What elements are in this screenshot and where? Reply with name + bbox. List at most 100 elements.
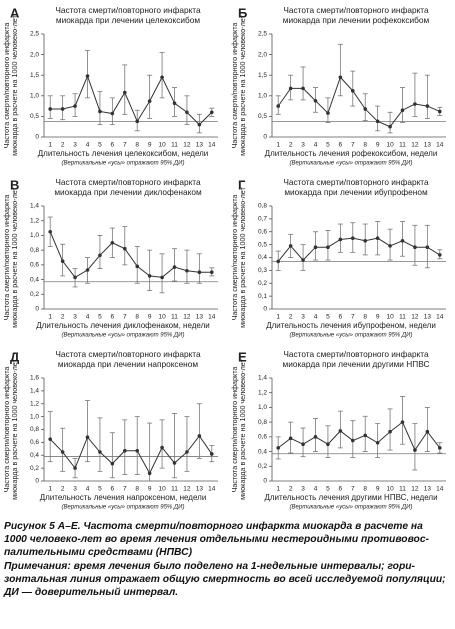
x-tick-label: 13 <box>196 314 204 321</box>
data-point <box>135 448 140 453</box>
y-tick-label: 0 <box>263 306 267 313</box>
data-point <box>375 440 380 445</box>
caption: Рисунок 5 А–Е. Частота смерти/повторного… <box>4 520 454 599</box>
panel-title: миокарда при лечении рофекоксибом <box>283 15 430 25</box>
x-tick-label: 2 <box>61 142 65 149</box>
note: (Вертикальные «усы» отражают 95% ДИ) <box>62 161 185 167</box>
data-point <box>135 119 140 124</box>
x-tick-label: 4 <box>314 314 318 321</box>
data-point <box>313 98 318 103</box>
panel-letter: Б <box>238 5 247 20</box>
data-point <box>313 435 318 439</box>
x-tick-label: 12 <box>411 486 419 493</box>
x-tick-label: 5 <box>326 486 330 493</box>
y-tick-label: 0,6 <box>258 228 267 235</box>
x-tick-label: 4 <box>314 486 318 493</box>
x-tick-label: 5 <box>98 314 102 321</box>
data-point <box>276 446 281 450</box>
x-tick-label: 11 <box>399 314 406 321</box>
x-tick-label: 11 <box>171 486 178 493</box>
y-tick-label: 0 <box>35 478 39 485</box>
y-tick-label: 0,5 <box>258 113 267 120</box>
x-tick-label: 13 <box>424 142 432 149</box>
data-point <box>110 461 115 466</box>
x-tick-label: 2 <box>289 486 293 493</box>
y-axis-label: Частота смерти/повторного инфаркта <box>230 367 239 493</box>
panel-title: Частота смерти/повторного инфаркта <box>55 5 201 15</box>
x-tick-label: 13 <box>196 486 204 493</box>
data-line <box>49 231 212 279</box>
data-point <box>172 101 177 106</box>
data-point <box>147 99 152 103</box>
y-tick-label: 0,8 <box>258 419 267 426</box>
data-point <box>363 107 368 111</box>
data-point <box>48 107 53 111</box>
data-point <box>60 259 65 263</box>
x-tick-label: 14 <box>436 486 444 493</box>
y-axis-label: миокарда в расчете на 1000 человеко-лет <box>238 358 247 499</box>
data-point <box>209 270 214 275</box>
panel-title: Частота смерти/повторного инфаркта <box>283 5 429 15</box>
data-point <box>60 450 65 454</box>
y-tick-label: 0,6 <box>30 262 39 269</box>
panel-letter: Е <box>238 349 247 364</box>
y-tick-label: 0,2 <box>30 465 39 472</box>
y-tick-label: 1,0 <box>30 232 39 239</box>
data-point <box>276 104 281 108</box>
y-tick-label: 1,5 <box>30 72 39 79</box>
panel-title: миокарда при лечении напроксеном <box>58 359 198 369</box>
caption-line: зонтальная линия отражает общую смертнос… <box>4 574 446 585</box>
caption-line: 1000 человеко-лет во время лечения отдел… <box>4 534 429 545</box>
panel-letter: Д <box>10 349 20 364</box>
x-tick-label: 11 <box>171 314 178 321</box>
data-point <box>85 74 90 78</box>
y-tick-label: 0,6 <box>30 439 39 446</box>
data-point <box>400 108 405 113</box>
x-tick-label: 11 <box>399 142 406 149</box>
x-tick-label: 3 <box>301 142 305 149</box>
data-point <box>85 268 90 272</box>
data-point <box>400 420 405 424</box>
panel: Б Частота смерти/повторного инфарктамиока… <box>230 5 446 167</box>
data-point <box>110 111 115 116</box>
x-tick-label: 1 <box>276 486 280 493</box>
x-tick-label: 12 <box>183 314 191 321</box>
x-tick-label: 13 <box>196 142 204 149</box>
y-axis-label: Частота смерти/повторного инфаркта <box>2 195 11 321</box>
x-tick-label: 9 <box>376 314 380 321</box>
x-tick-label: 14 <box>436 142 444 149</box>
note: (Вертикальные «усы» отражают 95% ДИ) <box>62 333 185 339</box>
data-point <box>209 452 214 456</box>
data-line <box>49 435 213 475</box>
x-axis-label: Длительность лечения рофекоксибом, недел… <box>265 149 438 158</box>
y-axis-label: Частота смерти/повторного инфаркта <box>2 367 11 493</box>
x-tick-label: 3 <box>301 314 305 321</box>
note: (Вертикальные «усы» отражают 95% ДИ) <box>290 333 413 339</box>
y-tick-label: 0,7 <box>258 216 267 223</box>
x-tick-label: 10 <box>386 142 394 149</box>
x-tick-label: 7 <box>351 314 355 321</box>
y-tick-label: 0,4 <box>258 448 267 455</box>
x-tick-label: 1 <box>276 142 280 149</box>
data-point <box>425 245 430 249</box>
x-tick-label: 9 <box>148 486 152 493</box>
x-tick-label: 10 <box>158 486 166 493</box>
y-tick-label: 0 <box>35 134 39 141</box>
data-point <box>350 89 355 93</box>
x-tick-label: 6 <box>111 486 115 493</box>
y-tick-label: 0 <box>263 478 267 485</box>
x-tick-label: 11 <box>399 486 406 493</box>
figure: А Частота смерти/повторного инфарктамиока… <box>2 5 446 511</box>
panel-title: миокарда при лечении целекоксибом <box>56 15 201 25</box>
y-tick-label: 2,5 <box>258 31 267 38</box>
y-tick-label: 0,4 <box>30 452 39 459</box>
y-axis-label: Частота смерти/повторного инфаркта <box>230 23 239 149</box>
x-tick-label: 12 <box>183 486 191 493</box>
data-point <box>388 429 392 434</box>
x-tick-label: 5 <box>98 142 102 149</box>
data-point <box>276 259 281 264</box>
panel: Д Частота смерти/повторного инфаркта миока… <box>2 349 218 511</box>
x-axis-label: Длительность лечения другими НПВС, недел… <box>264 493 437 502</box>
data-point <box>363 433 368 438</box>
x-tick-label: 12 <box>183 142 191 149</box>
